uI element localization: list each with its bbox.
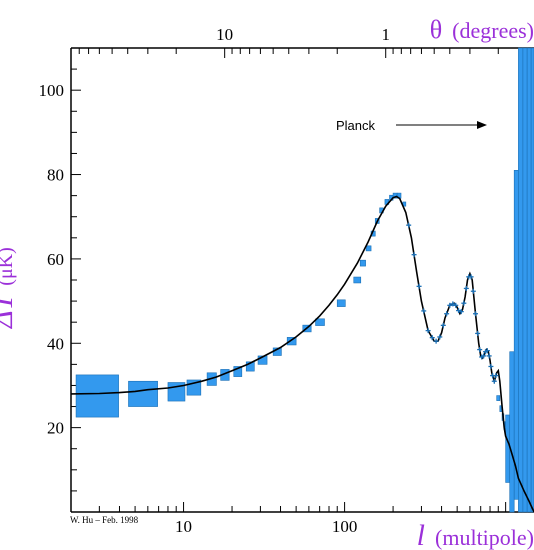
y-axis-unit: (μK) xyxy=(0,247,17,286)
y-tick-label: 60 xyxy=(47,250,64,269)
x-axis-rest: (multipole) xyxy=(435,525,534,550)
top-tick-label: 1 xyxy=(381,25,390,44)
data-error-boxes xyxy=(75,192,506,430)
top-tick-label: 10 xyxy=(216,25,233,44)
data-box xyxy=(496,395,501,401)
top-axis-rest: (degrees) xyxy=(452,18,534,43)
data-box xyxy=(315,318,325,326)
top-axis-label: θ (degrees) xyxy=(430,15,534,44)
x-tick-label: 10 xyxy=(175,517,192,536)
data-box xyxy=(353,276,362,284)
data-box xyxy=(286,337,297,346)
plot-frame xyxy=(70,47,534,513)
data-box xyxy=(365,245,372,252)
x-tick-label: 100 xyxy=(332,517,358,536)
planck-bar xyxy=(505,414,511,483)
planck-bar xyxy=(518,47,524,513)
x-axis-label: l (multipole) xyxy=(417,519,534,550)
data-box xyxy=(257,355,268,365)
data-box xyxy=(128,380,158,407)
top-axis-symbol: θ xyxy=(430,15,442,44)
tick-marks xyxy=(70,47,507,513)
credit-text: W. Hu – Feb. 1998 xyxy=(70,515,139,525)
y-axis-symbol: ΔT xyxy=(0,291,19,329)
data-box xyxy=(336,299,346,307)
data-box xyxy=(233,366,243,377)
planck-error-bars xyxy=(505,47,534,513)
y-tick-label: 20 xyxy=(47,419,64,438)
planck-annotation: Planck xyxy=(336,118,487,133)
y-tick-label: 100 xyxy=(39,81,65,100)
tick-labels: 10 100 10 1 20 40 60 80 100 xyxy=(39,25,390,536)
data-box xyxy=(75,374,119,418)
planck-bar xyxy=(530,47,534,513)
data-box xyxy=(359,259,366,267)
planck-bar xyxy=(526,47,532,513)
planck-bar xyxy=(513,170,519,500)
planck-points xyxy=(406,222,499,384)
planck-bar xyxy=(522,47,528,513)
planck-arrow-head xyxy=(477,121,487,129)
planck-label: Planck xyxy=(336,118,376,133)
x-axis-symbol: l xyxy=(417,519,425,550)
data-box xyxy=(245,361,255,372)
theory-curve xyxy=(70,195,534,513)
y-tick-label: 80 xyxy=(47,166,64,185)
y-tick-label: 40 xyxy=(47,334,64,353)
planck-bar xyxy=(509,351,515,513)
y-axis-label: ΔT (μK) xyxy=(0,247,19,329)
